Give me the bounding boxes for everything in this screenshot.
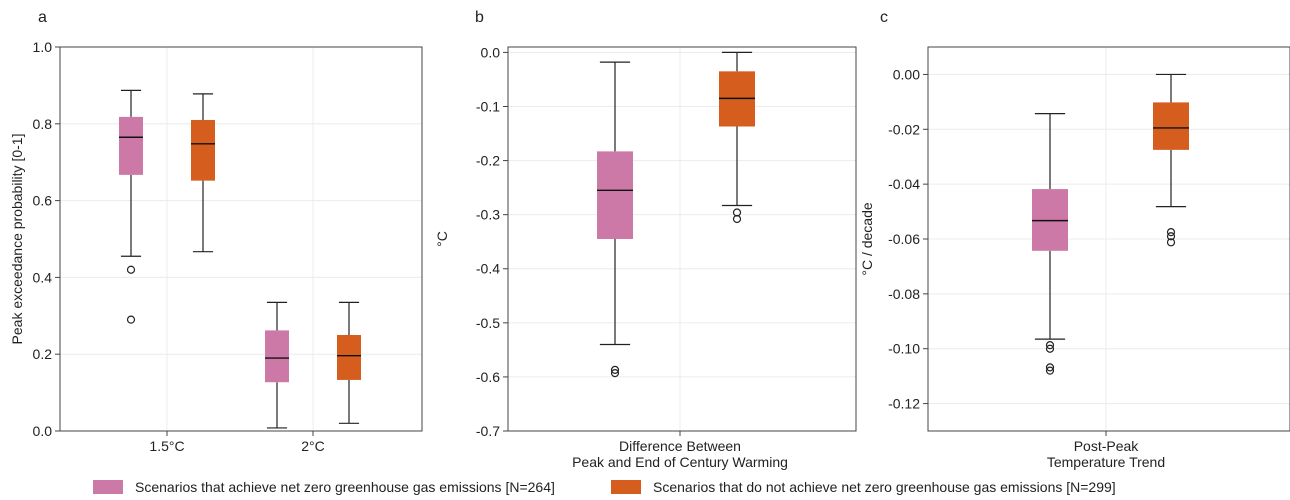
y-tick-label: 0.0 bbox=[33, 423, 53, 439]
box-iqr bbox=[119, 116, 143, 175]
legend-item-net-zero: Scenarios that achieve net zero greenhou… bbox=[93, 478, 555, 496]
legend-label-not-net-zero: Scenarios that do not achieve net zero g… bbox=[653, 479, 1116, 495]
y-tick-label: 0.2 bbox=[33, 346, 53, 362]
y-tick-label: -0.3 bbox=[476, 207, 500, 223]
box-pink bbox=[597, 61, 633, 378]
panel-c: 0.00 -0.02 -0.04 -0.06 -0.08 -0.10 -0.12 Post-P… bbox=[859, 9, 1290, 470]
box-pink bbox=[119, 89, 143, 324]
box-iqr bbox=[337, 335, 361, 380]
axes-frame bbox=[59, 46, 423, 432]
panel-label: c bbox=[880, 9, 888, 26]
box-flier bbox=[1166, 238, 1176, 247]
panel-a: 0.0 0.2 0.4 0.6 0.8 1.0 1.5°C 2°C Peak exceedanc… bbox=[9, 9, 423, 454]
y-tick-label: 0.00 bbox=[893, 66, 920, 82]
y-tick-label: 0.0 bbox=[481, 44, 501, 60]
box-iqr bbox=[597, 151, 633, 239]
y-tick-label: -0.12 bbox=[888, 396, 920, 412]
box-flier bbox=[1045, 344, 1055, 353]
box-flier bbox=[1045, 363, 1055, 372]
x-tick-label: 2°C bbox=[301, 438, 325, 454]
y-tick-label: -0.08 bbox=[888, 286, 920, 302]
y-tick-label: -0.04 bbox=[888, 176, 920, 192]
axes-frame bbox=[507, 46, 857, 432]
box-flier bbox=[126, 315, 136, 324]
box-orange bbox=[191, 93, 215, 253]
x-axis-label: Peak and End of Century Warming bbox=[572, 454, 788, 470]
y-tick-label: -0.1 bbox=[476, 98, 500, 114]
box-flier bbox=[126, 265, 136, 274]
y-axis-label: °C / decade bbox=[859, 202, 875, 276]
box-pink bbox=[1032, 113, 1068, 375]
y-tick-label: 1.0 bbox=[33, 39, 53, 55]
panel-b: 0.0 -0.1 -0.2 -0.3 -0.4 -0.5 -0.6 -0.7 Differenc… bbox=[434, 9, 857, 470]
box-flier bbox=[732, 214, 742, 224]
box-flier bbox=[1166, 232, 1176, 241]
y-tick-label: -0.2 bbox=[476, 153, 500, 169]
panel-label: a bbox=[38, 9, 47, 26]
y-tick-label: 0.8 bbox=[33, 116, 53, 132]
panel-label: b bbox=[475, 9, 484, 26]
legend: Scenarios that achieve net zero greenhou… bbox=[0, 474, 1290, 500]
box-flier bbox=[1045, 366, 1055, 375]
y-tick-label: 0.6 bbox=[33, 193, 53, 209]
box-flier bbox=[610, 365, 620, 374]
y-tick-label: -0.10 bbox=[888, 341, 920, 357]
x-axis-label: Temperature Trend bbox=[1047, 454, 1165, 470]
box-flier bbox=[1045, 341, 1055, 350]
figure: 0.0 0.2 0.4 0.6 0.8 1.0 1.5°C 2°C Peak exceedanc… bbox=[9, 9, 1290, 470]
box-iqr bbox=[1153, 102, 1189, 150]
y-tick-label: 0.4 bbox=[33, 269, 53, 285]
y-axis-label: Peak exceedance probability [0-1] bbox=[9, 134, 25, 345]
box-orange bbox=[719, 51, 755, 224]
y-axis-label: °C bbox=[434, 231, 450, 247]
y-tick-label: -0.02 bbox=[888, 121, 920, 137]
y-tick-label: -0.5 bbox=[476, 315, 500, 331]
legend-item-not-net-zero: Scenarios that do not achieve net zero g… bbox=[611, 478, 1116, 496]
box-orange bbox=[1153, 73, 1189, 247]
legend-swatch-pink bbox=[93, 480, 123, 494]
x-axis-label: Difference Between bbox=[619, 438, 741, 454]
legend-label-net-zero: Scenarios that achieve net zero greenhou… bbox=[135, 479, 555, 495]
box-orange bbox=[337, 301, 361, 424]
x-tick-label: 1.5°C bbox=[149, 438, 184, 454]
y-tick-label: -0.7 bbox=[476, 423, 500, 439]
x-axis-label: Post-Peak bbox=[1074, 438, 1140, 454]
box-flier bbox=[1166, 228, 1176, 237]
box-iqr bbox=[191, 119, 215, 181]
box-iqr bbox=[265, 330, 289, 383]
y-tick-label: -0.6 bbox=[476, 369, 500, 385]
legend-swatch-orange bbox=[611, 480, 641, 494]
box-pink bbox=[265, 301, 289, 429]
box-flier bbox=[610, 369, 620, 378]
y-tick-label: -0.06 bbox=[888, 231, 920, 247]
y-tick-label: -0.4 bbox=[476, 261, 500, 277]
